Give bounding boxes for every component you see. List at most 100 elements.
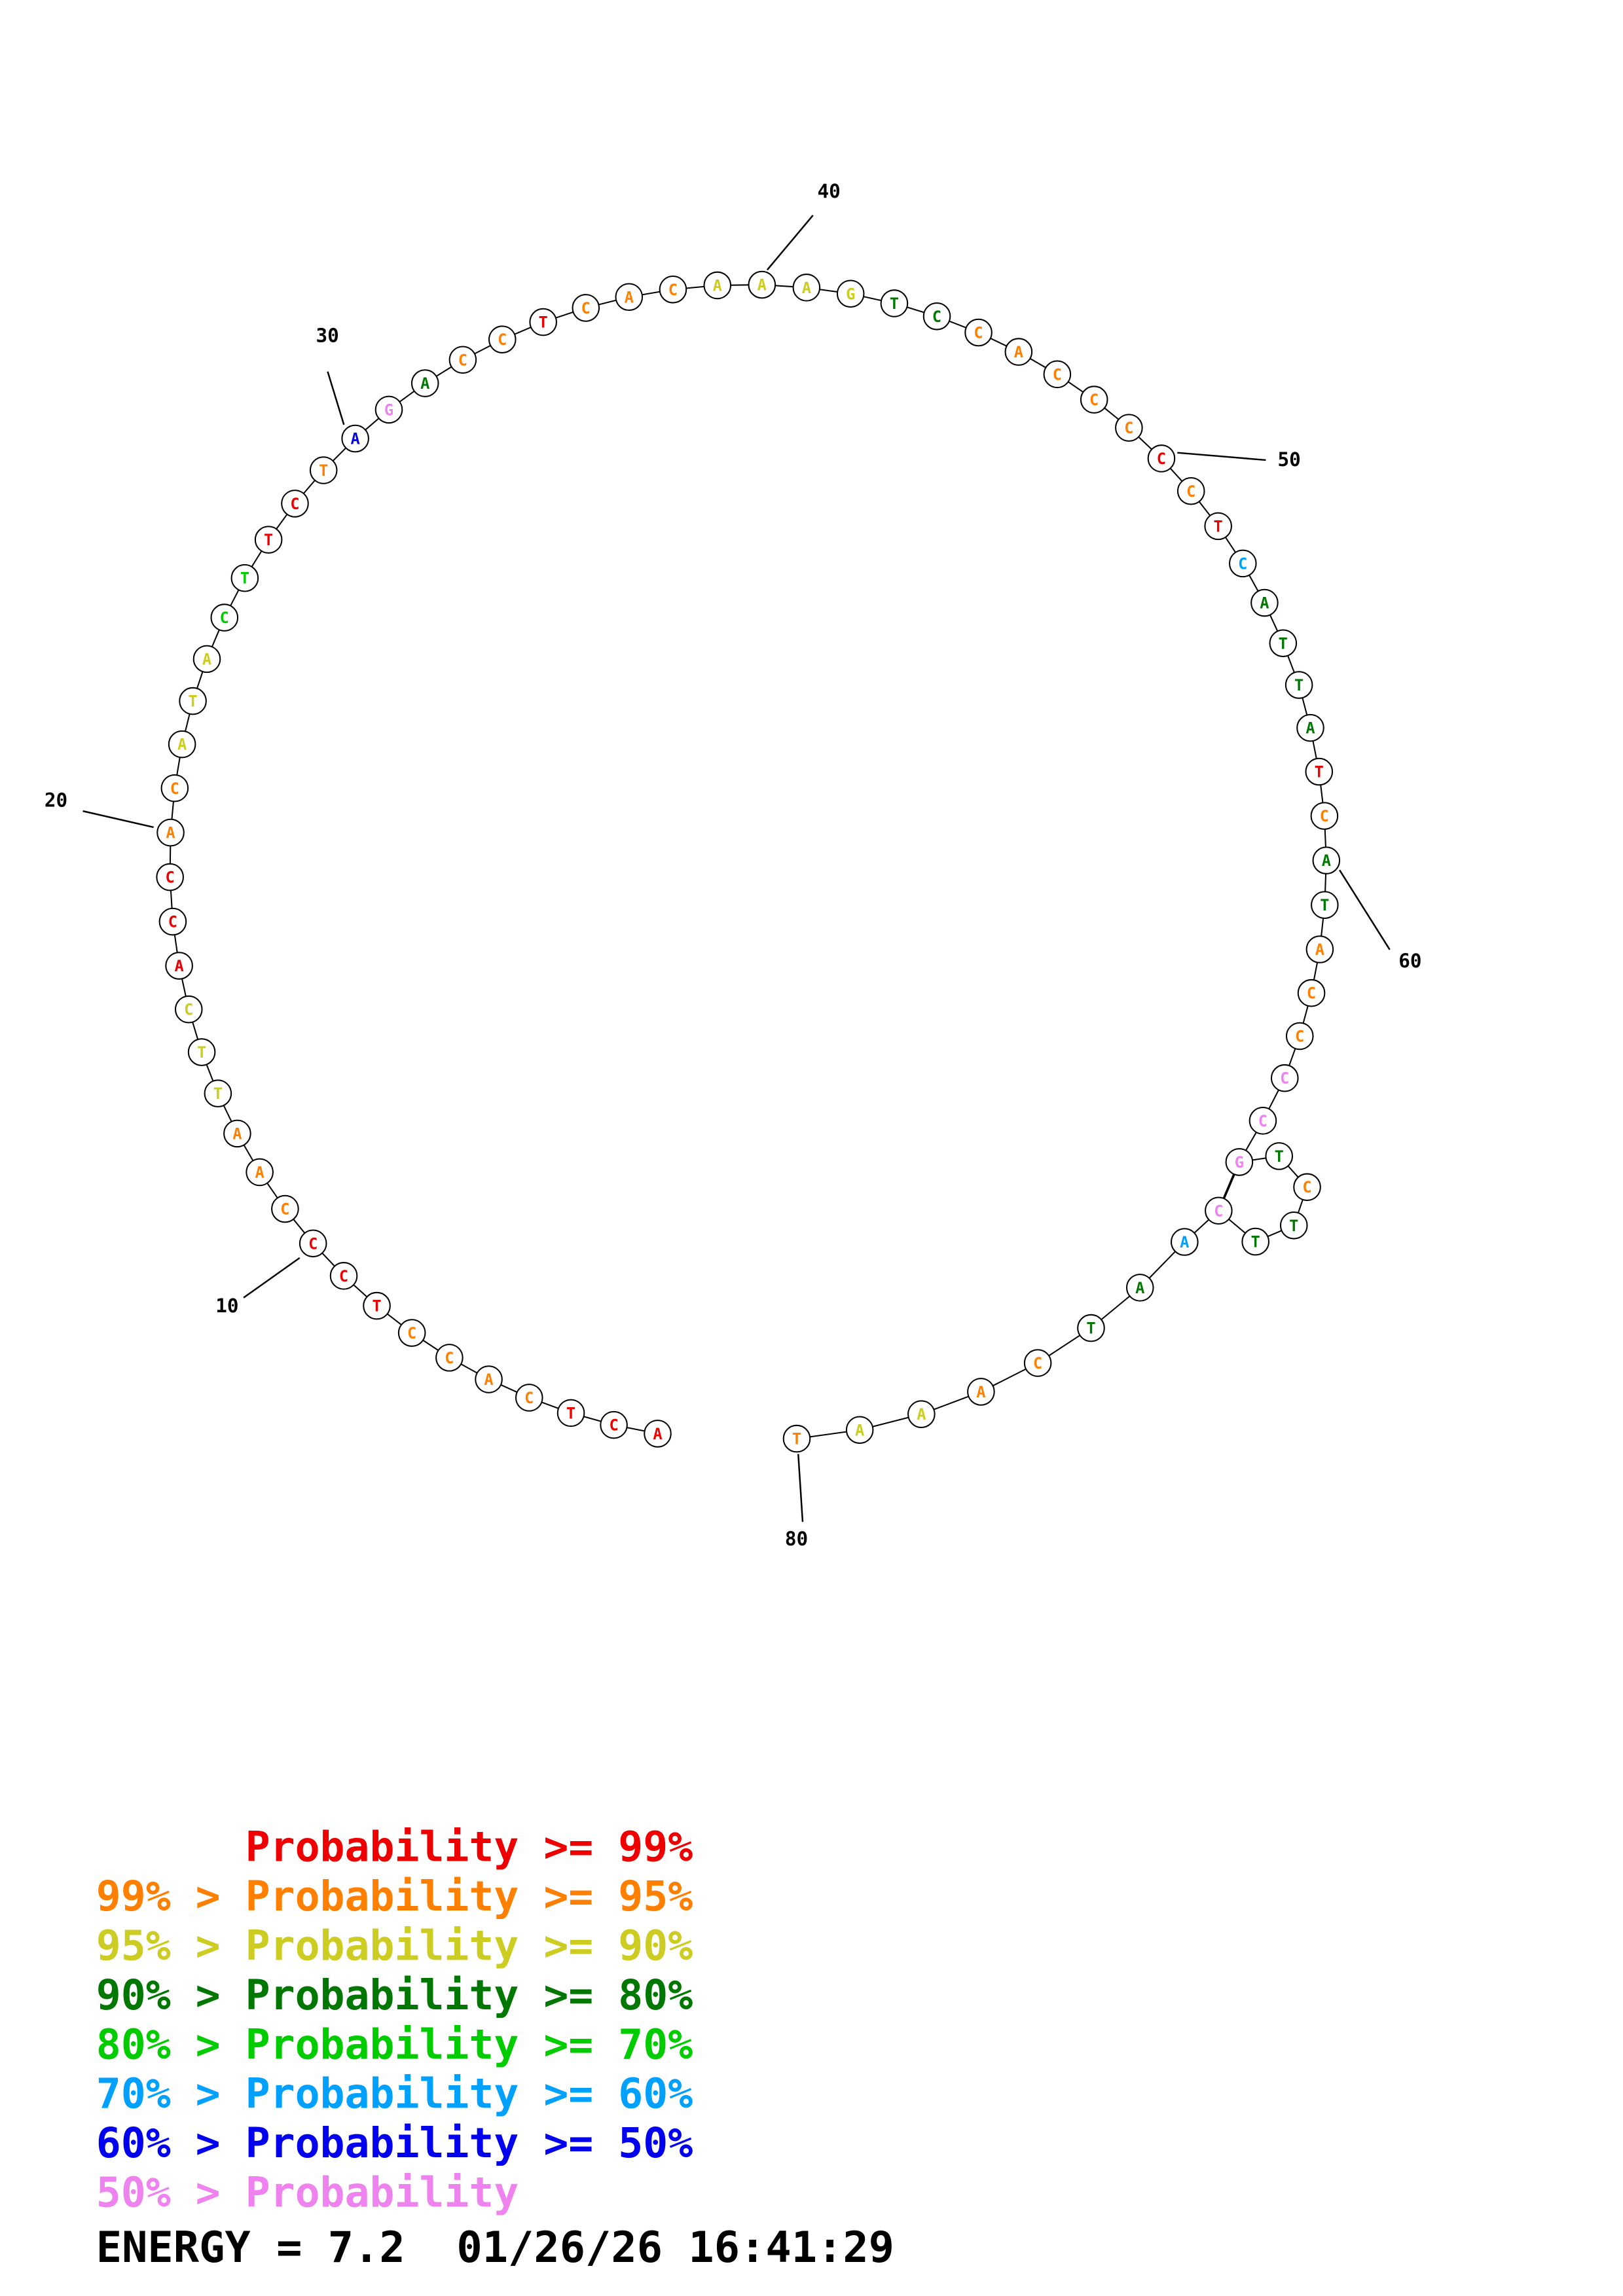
nucleotide-circle <box>374 395 403 424</box>
nucleotide-base: C <box>1214 1202 1223 1220</box>
nucleotide-base: A <box>802 279 811 297</box>
nucleotide-base: A <box>757 276 767 295</box>
nucleotide-circle <box>922 302 951 331</box>
nucleotide-base: T <box>264 531 273 549</box>
nucleotide: A <box>907 1400 936 1428</box>
nucleotide-base: A <box>174 957 183 975</box>
nucleotide-base: C <box>498 331 507 349</box>
nucleotide-base: C <box>170 780 179 798</box>
position-label: 60 <box>1398 950 1421 972</box>
nucleotide-circle <box>1285 671 1313 699</box>
nucleotide: A <box>1125 1274 1154 1302</box>
position-label-line <box>243 1257 301 1299</box>
nucleotide-base: A <box>351 430 360 448</box>
nucleotide-base: C <box>668 281 678 299</box>
nucleotide-base: T <box>539 314 548 332</box>
nucleotide-base: A <box>1135 1279 1144 1297</box>
nucleotide-base: T <box>1315 763 1324 781</box>
legend-entry: 60% > Probability >= 50% <box>96 2119 693 2167</box>
nucleotide: A <box>475 1365 503 1393</box>
nucleotide-circle <box>1004 338 1033 366</box>
nucleotide-circle <box>187 1038 216 1066</box>
nucleotide: T <box>1265 1142 1294 1170</box>
nucleotide-base: C <box>1238 554 1247 573</box>
nucleotide-base: A <box>917 1405 926 1424</box>
legend-entry: 99% > Probability >= 95% <box>96 1872 693 1920</box>
nucleotide-circle <box>1205 1196 1233 1225</box>
nucleotide-base: A <box>855 1421 864 1439</box>
legend: Probability >= 99%99% > Probability >= 9… <box>96 1822 693 2216</box>
nucleotide: C <box>1147 444 1176 473</box>
nucleotide: C <box>1043 360 1072 389</box>
nucleotide: A <box>615 283 644 312</box>
nucleotide-base: A <box>1014 343 1023 361</box>
nucleotide-circle <box>1204 512 1232 541</box>
nucleotide: C <box>600 1410 628 1439</box>
nucleotide-base: T <box>1214 517 1223 535</box>
nucleotide-circle <box>1171 1228 1199 1256</box>
legend-entry: 80% > Probability >= 70% <box>96 2020 693 2068</box>
nucleotide-circle <box>1311 891 1339 919</box>
nucleotide-circle <box>1279 1211 1308 1240</box>
nucleotide-base: C <box>458 351 467 369</box>
nucleotide-circle <box>299 1229 327 1258</box>
nucleotide-circle <box>230 564 259 592</box>
position-label: 40 <box>818 180 841 202</box>
nucleotide: A <box>341 424 369 453</box>
nucleotide-base: C <box>581 299 591 317</box>
nucleotide: C <box>448 346 477 374</box>
nucleotide: C <box>158 907 187 936</box>
nucleotide-base: A <box>255 1163 264 1181</box>
position-label: 50 <box>1277 448 1300 471</box>
nucleotide: T <box>204 1079 232 1107</box>
nucleotide-base: C <box>166 869 175 887</box>
nucleotide: T <box>529 308 557 336</box>
position-label-line <box>797 1454 804 1522</box>
nucleotide-base: C <box>407 1324 416 1342</box>
position-label-line <box>766 215 814 271</box>
nucleotide: T <box>254 526 283 554</box>
legend-entry: 70% > Probability >= 60% <box>96 2070 693 2118</box>
nucleotide: G <box>1225 1148 1254 1176</box>
nucleotide-circle <box>246 1158 274 1187</box>
nucleotide-circle <box>845 1416 874 1444</box>
nucleotide-circle <box>1269 629 1298 658</box>
nucleotide: C <box>174 995 203 1024</box>
nucleotide-circle <box>168 730 196 759</box>
nucleotide-base: C <box>1280 1069 1289 1088</box>
nucleotide-circle <box>174 995 203 1024</box>
nucleotide: A <box>1296 713 1324 742</box>
nucleotide: C <box>1270 1064 1299 1092</box>
nucleotide-circle <box>659 275 687 304</box>
position-label: 20 <box>45 789 67 811</box>
nucleotide-base: T <box>1275 1147 1284 1166</box>
nucleotide-circle <box>1270 1064 1299 1092</box>
nucleotide-base: C <box>932 308 941 326</box>
nucleotide: C <box>1310 802 1339 830</box>
nucleotide-base: T <box>188 692 197 711</box>
nucleotide-circle <box>281 490 309 518</box>
nucleotide-base: C <box>1124 419 1133 437</box>
nucleotide-base: A <box>653 1425 662 1443</box>
nucleotide-circle <box>600 1410 628 1439</box>
nucleotide: A <box>967 1378 995 1406</box>
nucleotide-circle <box>1023 1349 1052 1377</box>
nucleotide-circle <box>880 289 909 317</box>
nucleotide-circle <box>363 1291 391 1320</box>
nucleotide-circle <box>329 1262 358 1290</box>
nucleotide: T <box>1269 629 1298 658</box>
legend-entry: 50% > Probability <box>96 2168 519 2217</box>
nucleotide: T <box>363 1291 391 1320</box>
nucleotide-base: A <box>1322 852 1331 870</box>
nucleotide-circle <box>179 687 207 715</box>
nucleotide-base: G <box>846 285 855 303</box>
nucleotide: T <box>782 1424 811 1453</box>
nucleotide: A <box>165 952 193 980</box>
position-label-layer: 10 20 30 40 50 60 80 <box>45 180 1422 1550</box>
nucleotide: C <box>397 1319 426 1347</box>
nucleotide-base: A <box>625 288 634 306</box>
nucleotide: A <box>644 1420 672 1448</box>
nucleotide-circle <box>156 863 184 891</box>
nucleotide-circle <box>397 1319 426 1347</box>
nucleotide-base: C <box>1307 984 1316 1003</box>
